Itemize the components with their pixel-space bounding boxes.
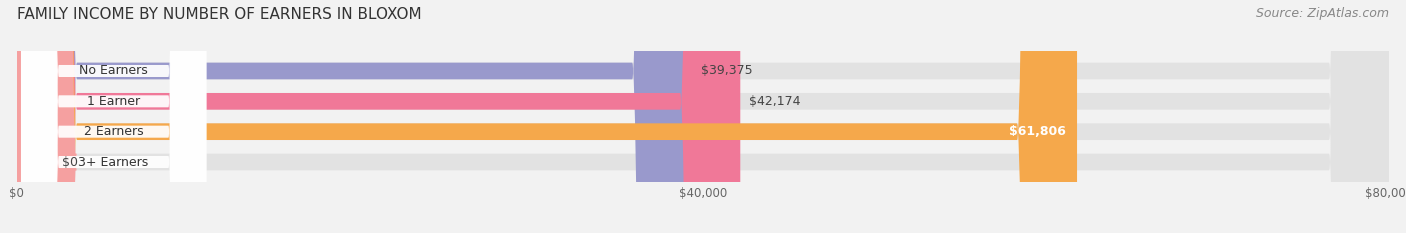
FancyBboxPatch shape bbox=[17, 0, 1389, 233]
FancyBboxPatch shape bbox=[21, 0, 207, 233]
Text: $42,174: $42,174 bbox=[748, 95, 800, 108]
Text: Source: ZipAtlas.com: Source: ZipAtlas.com bbox=[1256, 7, 1389, 20]
Text: No Earners: No Earners bbox=[79, 65, 148, 78]
FancyBboxPatch shape bbox=[21, 0, 207, 233]
FancyBboxPatch shape bbox=[21, 0, 207, 233]
Text: 2 Earners: 2 Earners bbox=[84, 125, 143, 138]
Text: $61,806: $61,806 bbox=[1010, 125, 1066, 138]
Text: $0: $0 bbox=[62, 155, 79, 168]
FancyBboxPatch shape bbox=[17, 0, 1389, 233]
FancyBboxPatch shape bbox=[21, 0, 207, 233]
FancyBboxPatch shape bbox=[17, 0, 1389, 233]
Text: $39,375: $39,375 bbox=[700, 65, 752, 78]
FancyBboxPatch shape bbox=[17, 0, 1389, 233]
Text: 1 Earner: 1 Earner bbox=[87, 95, 141, 108]
FancyBboxPatch shape bbox=[17, 0, 692, 233]
FancyBboxPatch shape bbox=[17, 0, 1077, 233]
FancyBboxPatch shape bbox=[17, 0, 741, 233]
Text: FAMILY INCOME BY NUMBER OF EARNERS IN BLOXOM: FAMILY INCOME BY NUMBER OF EARNERS IN BL… bbox=[17, 7, 422, 22]
FancyBboxPatch shape bbox=[0, 0, 77, 233]
Text: 3+ Earners: 3+ Earners bbox=[79, 155, 149, 168]
